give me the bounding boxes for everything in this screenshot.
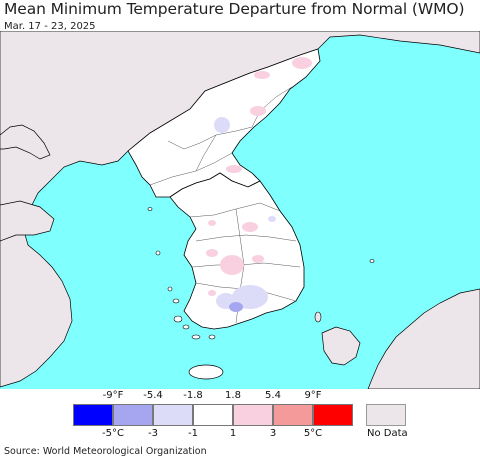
warm-patch bbox=[252, 255, 264, 263]
legend-f-tick: 9°F bbox=[304, 390, 322, 401]
date-range: Mar. 17 - 23, 2025 bbox=[4, 21, 96, 32]
legend-c-tick: 1 bbox=[229, 428, 237, 439]
japan-honshu bbox=[367, 288, 480, 389]
warm-patch bbox=[208, 290, 216, 296]
legend-swatch bbox=[313, 404, 353, 426]
warm-patch bbox=[292, 57, 312, 69]
legend-f-tick: -1.8 bbox=[183, 390, 203, 401]
legend-swatch bbox=[193, 404, 233, 426]
jeju-island bbox=[188, 364, 224, 380]
anomaly-patches bbox=[206, 57, 312, 312]
cool-patch bbox=[214, 117, 230, 133]
legend-c-tick: -3 bbox=[148, 428, 158, 439]
tsushima-island bbox=[314, 311, 322, 323]
legend-swatch bbox=[73, 404, 113, 426]
china-mainland bbox=[0, 31, 480, 388]
warm-patch bbox=[208, 220, 216, 226]
liaodong-peninsula bbox=[0, 124, 51, 160]
legend-swatch bbox=[153, 404, 193, 426]
legend-swatch bbox=[273, 404, 313, 426]
islands bbox=[147, 207, 375, 340]
legend-c-tick: -5°C bbox=[102, 428, 124, 439]
south-korea bbox=[169, 172, 305, 330]
legend-c-tick: 3 bbox=[269, 428, 277, 439]
map-title: Mean Minimum Temperature Departure from … bbox=[4, 0, 465, 18]
warm-patch bbox=[242, 222, 258, 232]
no-data-label: No Data bbox=[367, 428, 408, 439]
legend-swatch bbox=[113, 404, 153, 426]
no-data-swatch bbox=[366, 404, 406, 426]
temperature-map bbox=[0, 31, 480, 389]
warm-patch bbox=[254, 71, 270, 79]
legend-f-tick: 5.4 bbox=[265, 390, 281, 401]
legend-f-tick: -5.4 bbox=[143, 390, 163, 401]
cool-patch bbox=[268, 216, 276, 222]
legend-c-tick: -1 bbox=[188, 428, 198, 439]
shandong-peninsula bbox=[0, 200, 55, 242]
source-credit: Source: World Meteorological Organizatio… bbox=[4, 446, 207, 457]
warm-patch bbox=[226, 165, 242, 173]
cool-patch bbox=[232, 285, 268, 309]
legend-c-tick: 5°C bbox=[303, 428, 323, 439]
legend-f-tick: -9°F bbox=[102, 390, 124, 401]
japan-kyushu bbox=[321, 326, 361, 366]
warm-patch bbox=[206, 249, 218, 257]
legend-swatch bbox=[233, 404, 273, 426]
legend-f-tick: 1.8 bbox=[225, 390, 241, 401]
warm-patch bbox=[250, 106, 266, 116]
warm-patch bbox=[220, 255, 244, 275]
cold-patch bbox=[229, 302, 243, 312]
